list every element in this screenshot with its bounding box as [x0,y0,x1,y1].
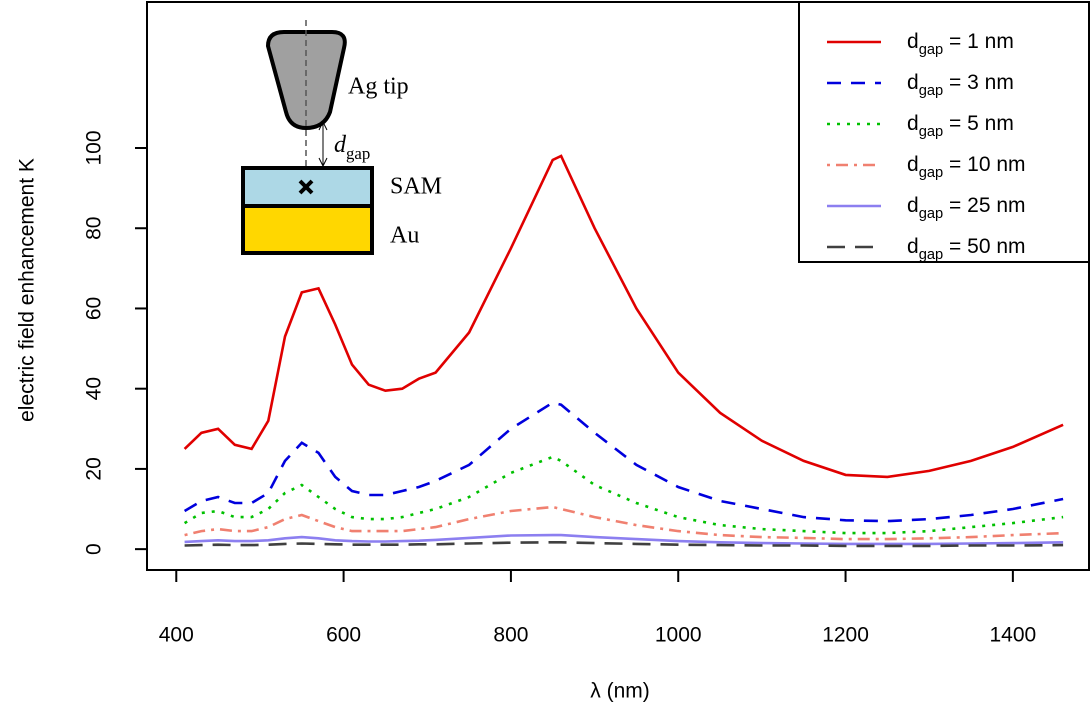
au-layer [241,204,374,255]
x-tick-label: 1200 [822,624,869,647]
x-tick-label: 800 [493,624,528,647]
gap-label: dgap [334,132,370,164]
sam-label: SAM [390,174,442,200]
y-tick-label: 60 [83,297,106,320]
series-line [184,541,1064,548]
x-axis-label: λ (nm) [590,680,650,703]
legend-box [798,1,1090,263]
series-line [183,154,1064,479]
y-tick-label: 100 [83,130,106,165]
legend-label: dgap = 10 nm [907,153,1026,181]
legend-label: dgap = 5 nm [907,112,1014,140]
au-label: Au [390,223,419,249]
y-tick-label: 0 [83,543,106,555]
legend-label: dgap = 1 nm [907,30,1014,58]
y-axis-label: electric field enhancement K [16,158,39,422]
y-tick-label: 40 [83,377,106,400]
x-tick-label: 400 [159,624,194,647]
legend-label: dgap = 25 nm [907,194,1026,222]
series-line [184,505,1064,541]
series-line [184,533,1064,546]
tip-label: Ag tip [348,74,409,100]
legend-label: dgap = 50 nm [907,235,1026,263]
x-tick-label: 600 [326,624,361,647]
cross-mark [298,179,314,195]
y-tick-label: 20 [83,457,106,480]
x-tick-label: 1000 [655,624,702,647]
legend: dgap = 1 nm dgap = 3 nm dgap = 5 nm dgap = … [798,1,1090,263]
x-tick-label: 1400 [990,624,1037,647]
legend-label: dgap = 3 nm [907,71,1014,99]
y-tick-label: 80 [83,217,106,240]
series-line [183,401,1064,523]
inset-diagram: Ag tip dgap SAM Au [241,20,442,255]
